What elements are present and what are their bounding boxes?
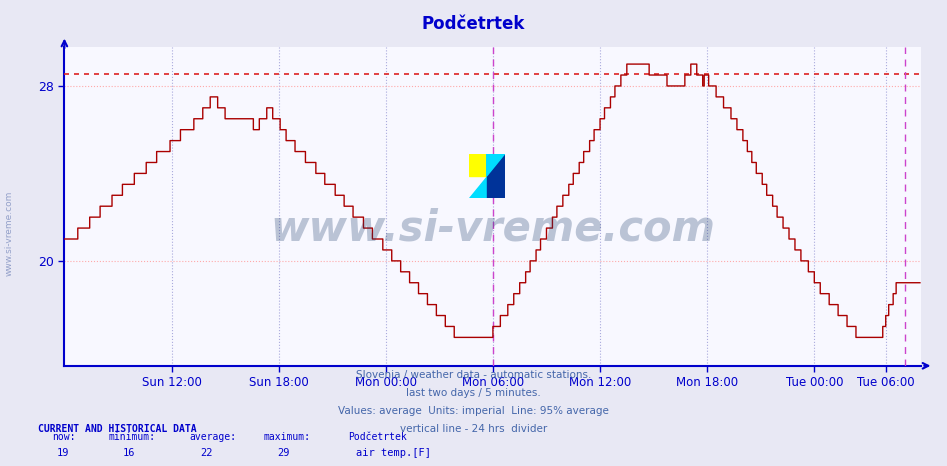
Text: average:: average: <box>189 432 237 442</box>
Text: 22: 22 <box>200 448 212 458</box>
Text: 19: 19 <box>57 448 69 458</box>
Text: Values: average  Units: imperial  Line: 95% average: Values: average Units: imperial Line: 95… <box>338 406 609 416</box>
Text: www.si-vreme.com: www.si-vreme.com <box>5 190 14 276</box>
Polygon shape <box>487 154 505 198</box>
Text: now:: now: <box>52 432 76 442</box>
Text: last two days / 5 minutes.: last two days / 5 minutes. <box>406 388 541 398</box>
Text: Podčetrtek: Podčetrtek <box>348 432 407 442</box>
Text: CURRENT AND HISTORICAL DATA: CURRENT AND HISTORICAL DATA <box>38 424 197 434</box>
Text: minimum:: minimum: <box>109 432 156 442</box>
Polygon shape <box>469 176 487 198</box>
Polygon shape <box>487 154 505 176</box>
Text: maximum:: maximum: <box>263 432 311 442</box>
Text: 29: 29 <box>277 448 290 458</box>
Text: vertical line - 24 hrs  divider: vertical line - 24 hrs divider <box>400 424 547 433</box>
Text: 16: 16 <box>123 448 135 458</box>
Bar <box>469 154 487 176</box>
Text: Podčetrtek: Podčetrtek <box>421 15 526 33</box>
Text: air temp.[F]: air temp.[F] <box>356 448 431 458</box>
Text: Slovenia / weather data - automatic stations.: Slovenia / weather data - automatic stat… <box>356 370 591 380</box>
Text: www.si-vreme.com: www.si-vreme.com <box>271 207 715 250</box>
